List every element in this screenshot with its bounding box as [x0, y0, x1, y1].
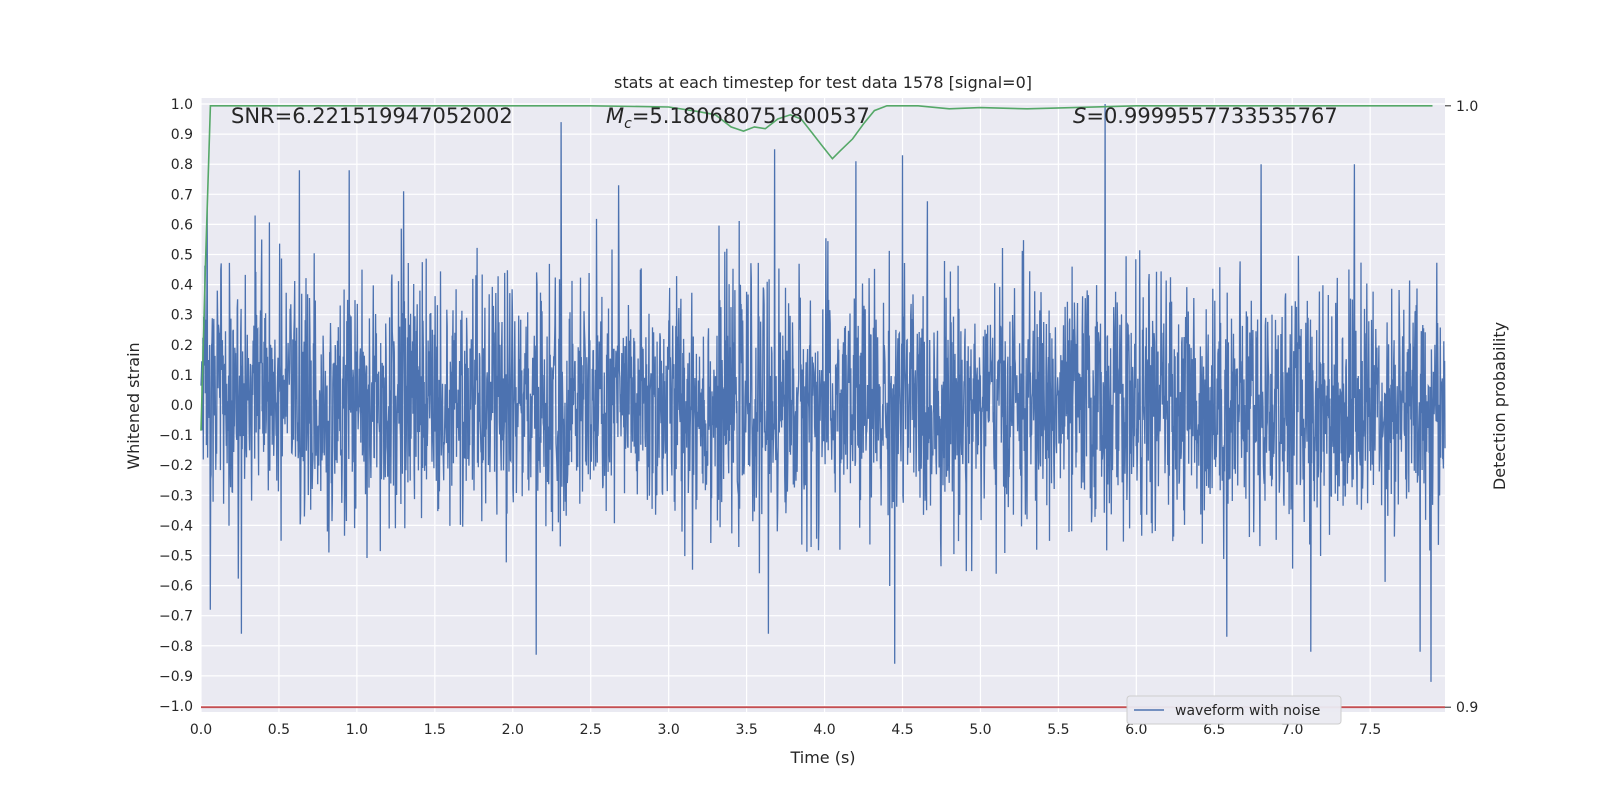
- waveform-series: [200, 103, 1446, 682]
- y-tick-label: 0.1: [171, 368, 193, 384]
- x-tick-label: 7.5: [1359, 722, 1381, 738]
- x-axis-ticks: 0.0 0.5 1.0 1.5 2.0 2.5 3.0 3.5 4.0 4.5 5.0 5.5 6.0 6…: [190, 722, 1381, 738]
- x-tick-label: 6.5: [1203, 722, 1225, 738]
- x-tick-label: 4.0: [813, 722, 835, 738]
- y-tick-label: −1.0: [159, 699, 193, 715]
- y-tick-label: 0.2: [171, 338, 193, 354]
- x-axis-label: Time (s): [789, 748, 855, 767]
- x-tick-label: 7.0: [1281, 722, 1303, 738]
- y-tick-label: −0.1: [159, 428, 193, 444]
- y-axis-ticks: 1.0 0.9 0.8 0.7 0.6 0.5 0.4 0.3 0.2 0.1 0.0 −0.1 −0.…: [159, 97, 193, 715]
- x-tick-label: 1.5: [424, 722, 446, 738]
- y2-tick-label: 0.9: [1456, 700, 1478, 716]
- mc-symbol: M: [606, 104, 624, 128]
- x-tick-label: 5.0: [969, 722, 991, 738]
- waveform-line: [200, 103, 1446, 682]
- probability-line: [200, 105, 1433, 431]
- x-tick-label: 2.5: [580, 722, 602, 738]
- mc-value: =5.180680751800537: [632, 104, 870, 128]
- legend-box: [1126, 695, 1342, 725]
- y2-axis-ticks: 1.0 0.9: [1445, 99, 1478, 716]
- x-tick-label: 3.5: [735, 722, 757, 738]
- s-symbol: S: [1073, 104, 1086, 128]
- y-tick-label: 0.0: [171, 398, 193, 414]
- y-tick-label: 1.0: [171, 97, 193, 113]
- s-annotation: S=0.9999557733535767: [1073, 104, 1338, 128]
- s-value: =0.9999557733535767: [1086, 104, 1337, 128]
- y-tick-label: 0.9: [171, 127, 193, 143]
- mc-subscript: c: [624, 116, 632, 132]
- chart-title: stats at each timestep for test data 157…: [614, 73, 1032, 92]
- y-tick-label: −0.7: [159, 609, 193, 625]
- legend: waveform with noise: [1126, 695, 1342, 725]
- x-tick-label: 5.5: [1047, 722, 1069, 738]
- y-tick-label: 0.6: [171, 217, 193, 233]
- mc-annotation: Mc=5.180680751800537: [606, 104, 870, 132]
- x-tick-label: 4.5: [891, 722, 913, 738]
- x-tick-label: 6.0: [1125, 722, 1147, 738]
- y-tick-label: 0.3: [171, 308, 193, 324]
- y-tick-label: 0.8: [171, 157, 193, 173]
- y-tick-label: −0.3: [159, 488, 193, 504]
- y-tick-label: −0.6: [159, 579, 193, 595]
- legend-label-waveform: waveform with noise: [1175, 703, 1320, 719]
- y-tick-label: −0.5: [159, 548, 193, 564]
- y-tick-label: 0.4: [171, 278, 193, 294]
- x-tick-label: 0.5: [268, 722, 290, 738]
- snr-annotation: SNR=6.221519947052002: [231, 104, 513, 128]
- y2-tick-label: 1.0: [1456, 99, 1478, 115]
- y-axis-label: Whitened strain: [124, 342, 143, 469]
- x-tick-label: 0.0: [190, 722, 212, 738]
- y2-axis-label: Detection probability: [1490, 322, 1509, 490]
- y-tick-label: −0.4: [159, 518, 193, 534]
- y-tick-label: 0.5: [171, 248, 193, 264]
- y-tick-label: −0.9: [159, 669, 193, 685]
- x-tick-label: 3.0: [658, 722, 680, 738]
- y-tick-label: −0.2: [159, 458, 193, 474]
- x-tick-label: 2.0: [502, 722, 524, 738]
- y-tick-label: −0.8: [159, 639, 193, 655]
- x-tick-label: 1.0: [346, 722, 368, 738]
- y-tick-label: 0.7: [171, 187, 193, 203]
